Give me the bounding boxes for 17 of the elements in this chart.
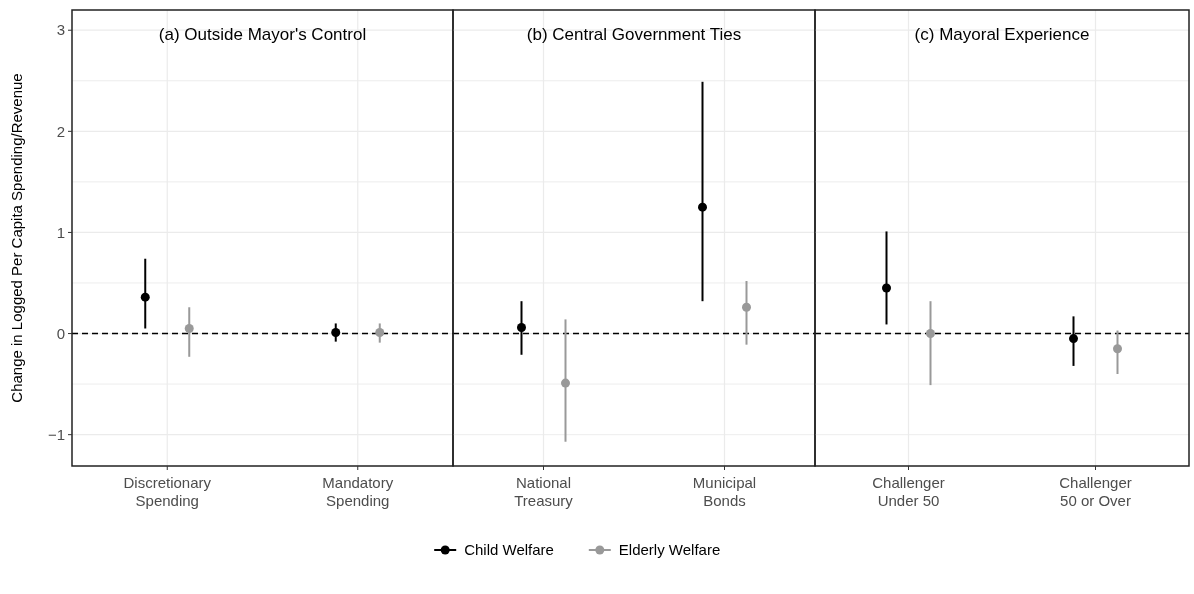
legend-label: Child Welfare: [464, 541, 554, 559]
x-tick-label: Challenger 50 or Over: [1059, 474, 1132, 509]
y-tick-label: 3: [56, 21, 65, 39]
y-tick-label: 0: [56, 324, 65, 342]
text: (c) Mayoral Experience: [914, 25, 1090, 44]
y-axis-title: Change in Logged Per Capita Spending/Revenue: [8, 73, 25, 403]
y-tick-label: −1: [47, 425, 65, 443]
x-tick-label: Mandatory Spending: [322, 474, 394, 509]
y-tick-label: 2: [56, 122, 65, 140]
text: (b) Central Government Ties: [526, 25, 742, 44]
text: (a) Outside Mayor's Control: [158, 25, 367, 44]
x-tick-label: Discretionary Spending: [123, 474, 212, 509]
x-tick-label: National Treasury: [514, 474, 574, 509]
x-tick-label: Municipal Bonds: [692, 474, 757, 509]
legend-label: Elderly Welfare: [618, 541, 721, 559]
x-tick-label: Challenger Under 50: [872, 474, 945, 509]
y-tick-label: 1: [56, 223, 65, 241]
